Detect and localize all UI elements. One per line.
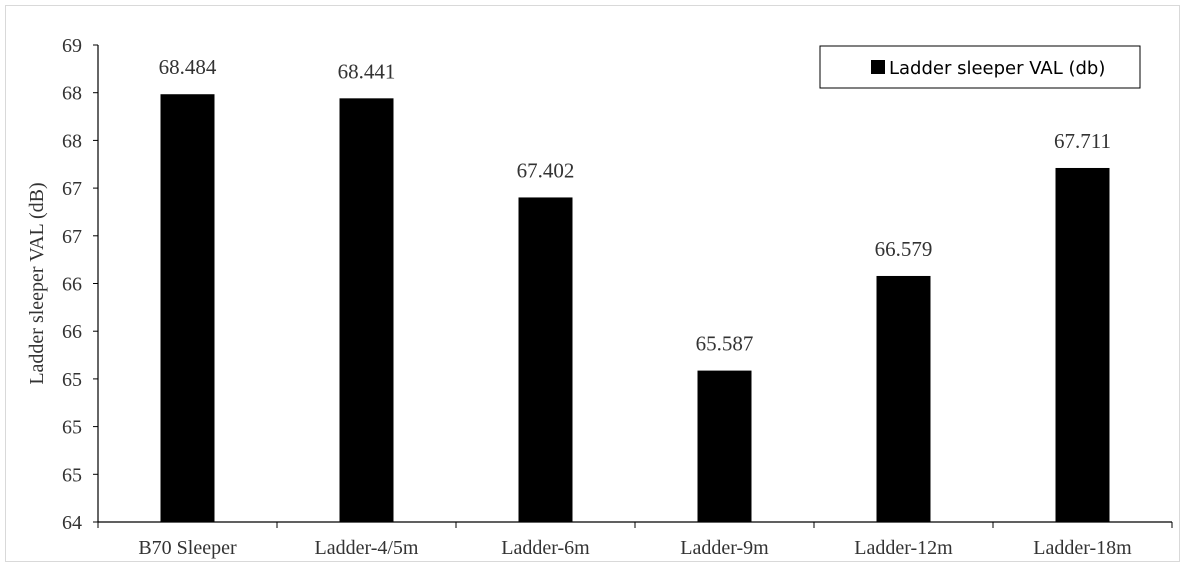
y-tick-label: 68	[62, 83, 82, 105]
data-label: 67.711	[1054, 129, 1111, 153]
y-axis-ticks: 64 65 65 65 66 66 67 67 68 68 69	[62, 35, 98, 534]
data-label: 68.441	[338, 59, 396, 83]
x-tick-label: Ladder-4/5m	[314, 537, 418, 559]
y-tick-label: 67	[62, 178, 82, 200]
x-tick-label: Ladder-12m	[854, 537, 953, 559]
chart-frame	[5, 5, 1180, 562]
legend-swatch	[871, 60, 885, 74]
data-label: 67.402	[517, 158, 575, 182]
legend: Ladder sleeper VAL (db)	[819, 45, 1141, 89]
x-tick-label: Ladder-6m	[501, 537, 590, 559]
bars	[160, 94, 1110, 523]
data-label: 68.484	[159, 55, 217, 79]
legend-label: Ladder sleeper VAL (db)	[889, 58, 1105, 79]
y-tick-label: 65	[62, 369, 82, 391]
y-axis-label: Ladder sleeper VAL (dB)	[26, 182, 48, 384]
bar	[339, 98, 394, 522]
data-label: 66.579	[875, 237, 933, 261]
x-tick-label: Ladder-9m	[680, 537, 769, 559]
y-tick-label: 67	[62, 226, 82, 248]
y-tick-label: 69	[62, 35, 82, 57]
y-tick-label: 65	[62, 417, 82, 439]
bar	[697, 370, 752, 522]
x-tick-label: Ladder-18m	[1033, 537, 1132, 559]
x-tick-label: B70 Sleeper	[138, 537, 237, 559]
x-axis-categories: B70 Sleeper Ladder-4/5m Ladder-6m Ladder-9m…	[97, 522, 1173, 559]
bar	[1055, 167, 1110, 523]
y-tick-label: 68	[62, 130, 82, 152]
data-labels: 68.484 68.441 67.402 65.587 66.579 67.711	[159, 55, 1111, 355]
data-label: 65.587	[696, 332, 754, 356]
bar	[876, 275, 931, 522]
y-tick-label: 66	[62, 274, 82, 296]
bar	[518, 197, 573, 522]
y-tick-label: 65	[62, 464, 82, 486]
bar	[160, 94, 215, 522]
y-tick-label: 66	[62, 321, 82, 343]
y-tick-label: 64	[62, 512, 82, 534]
